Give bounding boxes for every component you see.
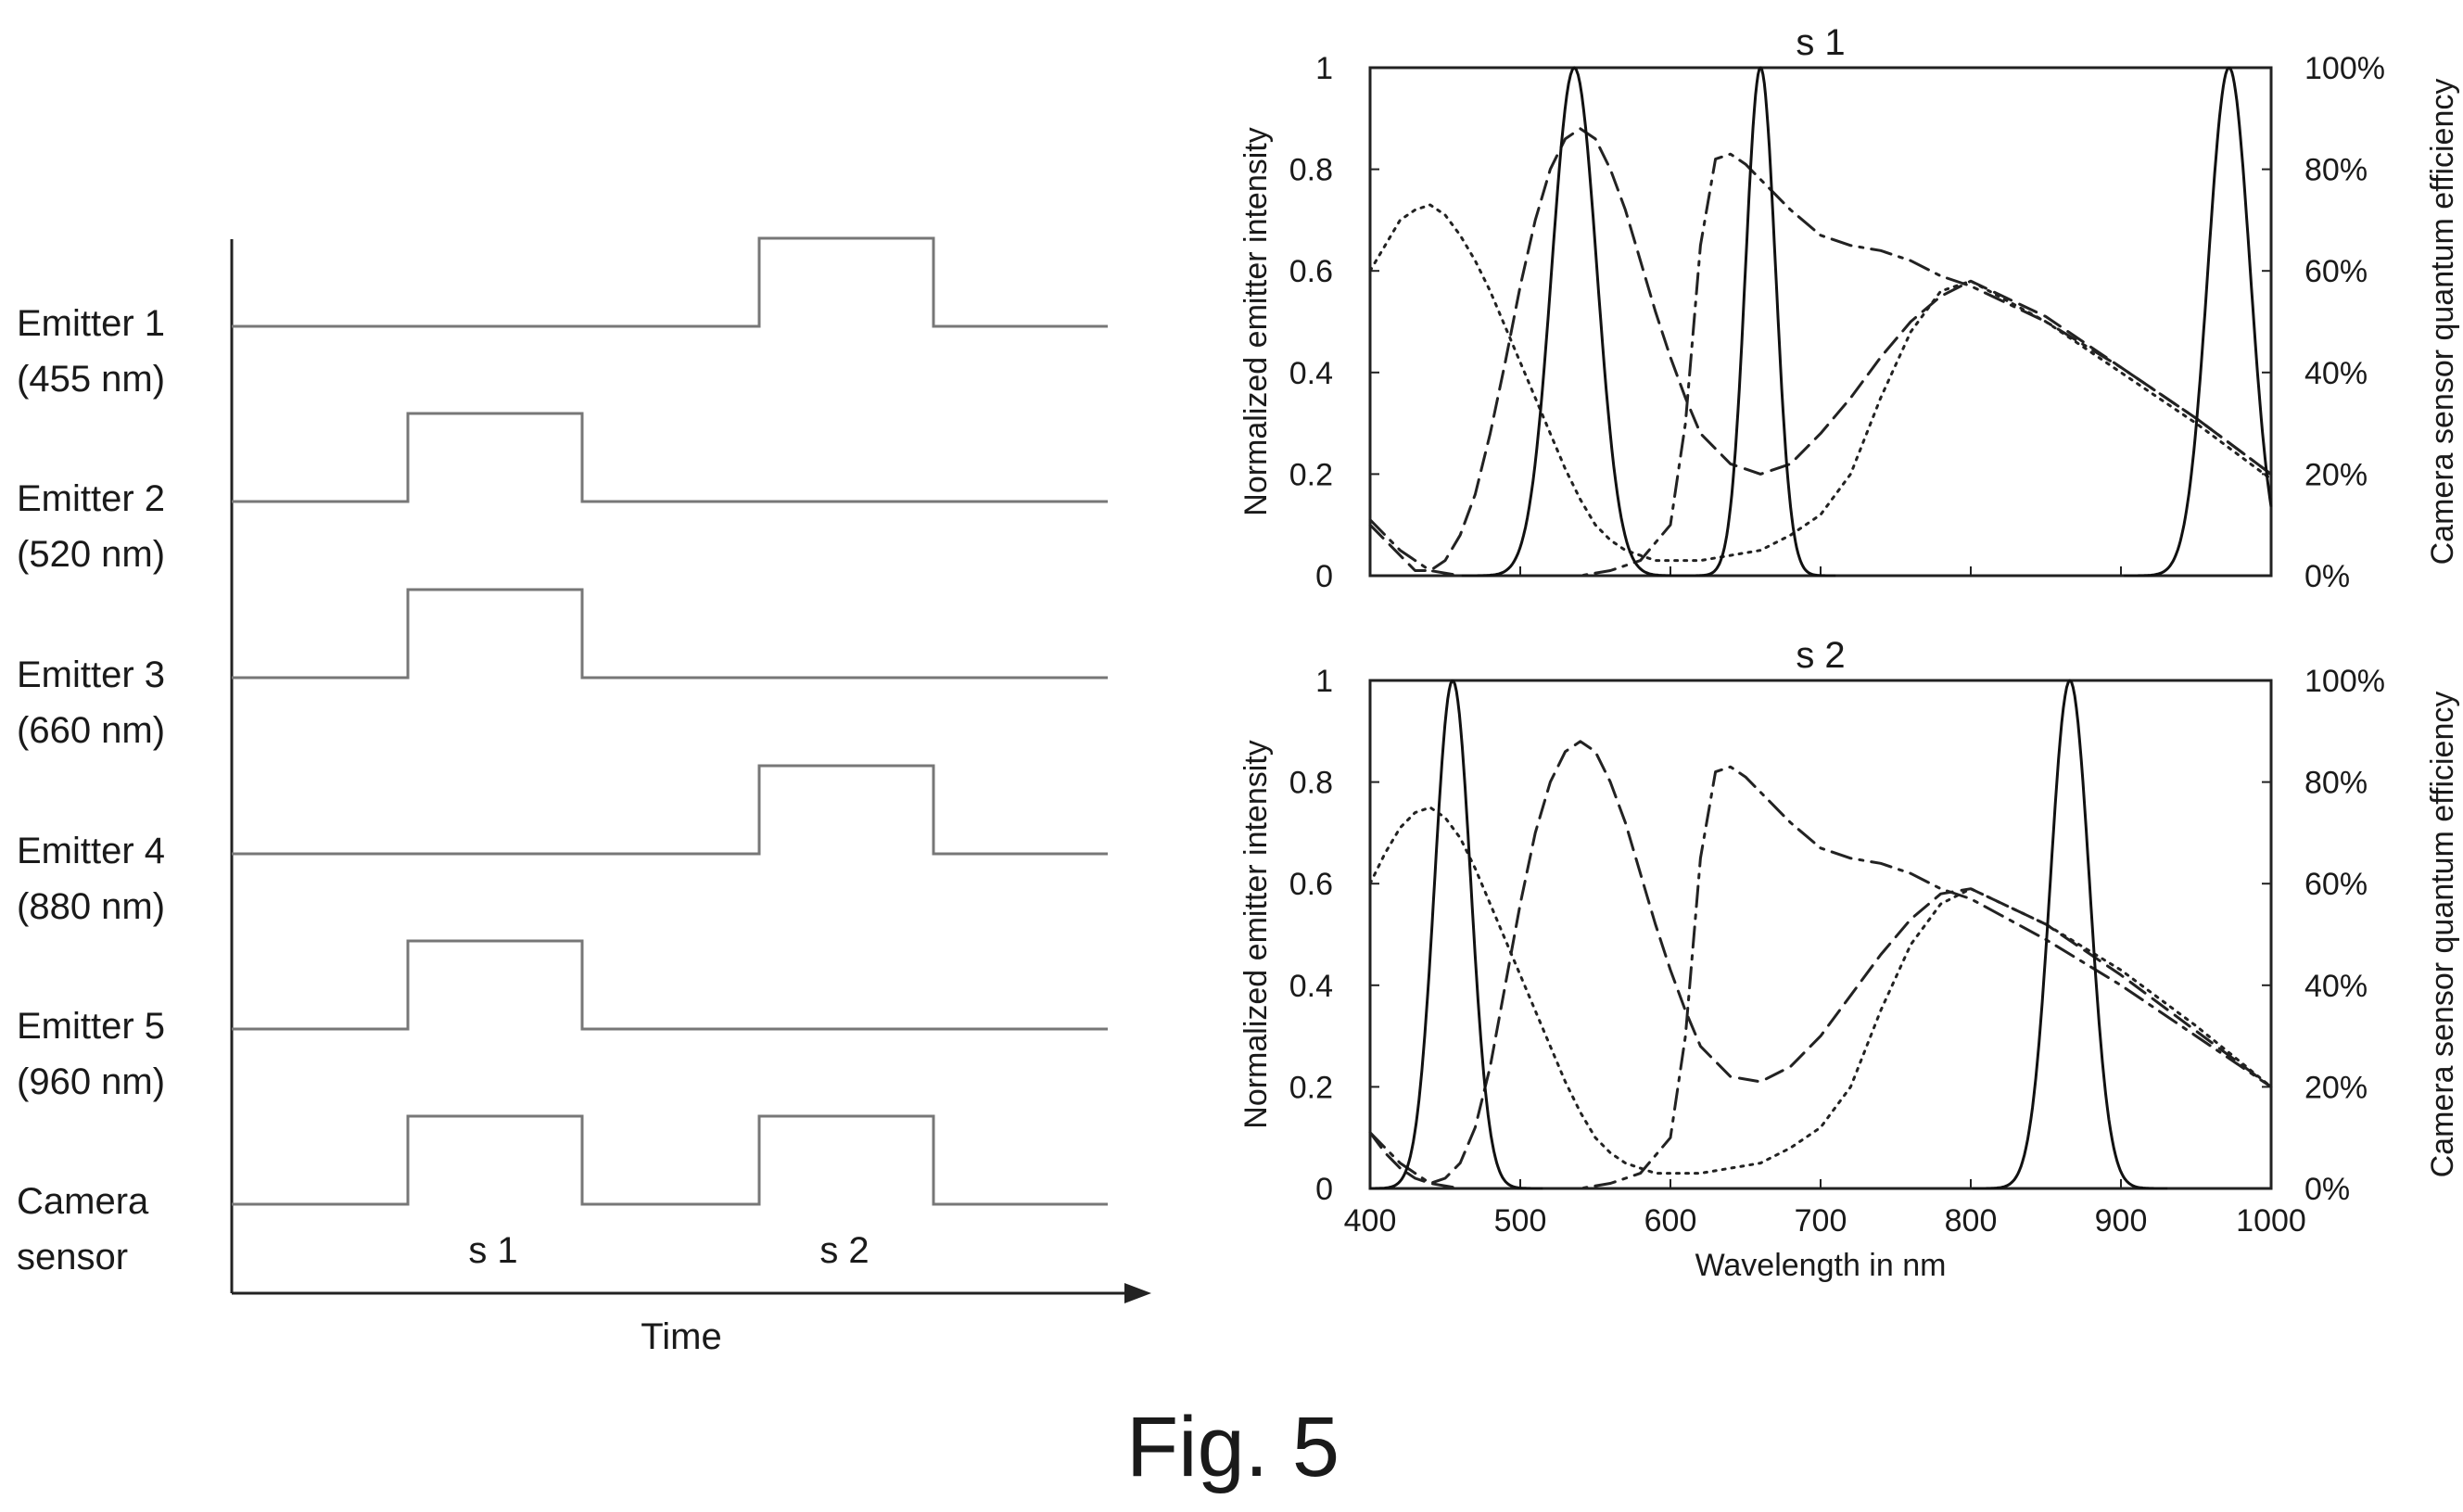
emitter-peak [1972,679,2168,1190]
time-axis-label: Time [641,1316,721,1357]
timing-rows: Emitter 1 (455 nm) Emitter 2 (520 nm) Emitte… [17,236,1108,1277]
x-tick-label: 900 [2095,1203,2148,1239]
row-label-line2: (880 nm) [17,886,165,927]
row-label-line1: Emitter 4 [17,831,165,871]
sensor-curve-dashdot [1368,765,2273,1190]
row-label-line2: (520 nm) [17,534,165,575]
y-tick-label: 0.8 [1289,153,1333,188]
y-tick-label: 1 [1315,664,1333,699]
spectrum-plot-s1: s 1 0 0.2 0.4 0.6 0.8 1 0% 20% 40% 60% 80% 100% Norma… [1238,22,2460,594]
row-label-line2: (660 nm) [17,710,165,751]
y-tick-label: 0.8 [1289,766,1333,801]
emitter-peak [1685,66,1836,578]
y-axis-title: Normalized emitter intensity [1238,740,1274,1128]
y2-tick-label: 40% [2304,356,2368,391]
y2-tick-label: 100% [2304,51,2385,86]
row-label-line2: (455 nm) [17,359,165,400]
y-tick-label: 0.6 [1289,254,1333,289]
emitter-peak [1370,679,1543,1190]
y2-tick-label: 0% [2304,559,2350,594]
time-axis-arrowhead [1124,1283,1151,1303]
signal-trace [232,939,1108,1031]
sensor-curve-dotted [1368,806,2273,1175]
x-tick-label: 800 [1945,1203,1998,1239]
y-tick-label: 0.6 [1289,867,1333,902]
y-tick-label: 1 [1315,51,1333,86]
y-tick-label: 0 [1315,1172,1333,1207]
row-label-line1: Emitter 2 [17,478,165,519]
sensor-curve-dashdot [1368,152,2273,578]
y-tick-label: 0.4 [1289,356,1333,391]
plot-frame [1368,66,2273,578]
y2-tick-label: 40% [2304,969,2368,1004]
y2-tick-label: 60% [2304,867,2368,902]
signal-trace [232,236,1108,328]
emitter-peak [2124,66,2273,578]
x-tick-label: 700 [1795,1203,1847,1239]
plot-title: s 2 [1796,635,1845,676]
y-tick-label: 0.4 [1289,969,1333,1004]
plot-title: s 1 [1796,22,1845,63]
y-axis-title: Normalized emitter intensity [1238,127,1274,515]
x-tick-label: 500 [1494,1203,1547,1239]
signal-trace [232,1114,1108,1206]
x-tick-label: 400 [1344,1203,1397,1239]
plot-frame [1368,679,2273,1190]
signal-trace [232,588,1108,680]
row-label-line2: sensor [17,1237,128,1277]
slot-label-s2: s 2 [819,1230,869,1271]
y-tick-label: 0 [1315,559,1333,594]
y-tick-label: 0.2 [1289,1070,1333,1105]
y2-tick-label: 80% [2304,153,2368,188]
y2-axis-title: Camera sensor quantum efficiency [2425,692,2460,1178]
row-label-line1: Camera [17,1181,149,1222]
sensor-curve-dotted [1368,203,2273,563]
x-tick-label: 600 [1644,1203,1697,1239]
y2-axis-title: Camera sensor quantum efficiency [2425,79,2460,565]
sensor-curve-dashed [1368,127,2273,572]
y-tick-label: 0.2 [1289,457,1333,492]
emitter-peak [1461,66,1687,578]
signal-trace [232,412,1108,503]
y2-tick-label: 20% [2304,1070,2368,1105]
slot-label-s1: s 1 [468,1230,517,1271]
y2-tick-label: 80% [2304,766,2368,801]
y2-tick-label: 100% [2304,664,2385,699]
row-label-line1: Emitter 1 [17,303,165,344]
sensor-curve-dashed [1368,740,2273,1185]
row-label-line1: Emitter 3 [17,654,165,695]
y2-tick-label: 20% [2304,457,2368,492]
x-axis-title: Wavelength in nm [1695,1248,1947,1283]
figure-label: Fig. 5 [1126,1400,1339,1494]
row-label-line1: Emitter 5 [17,1006,165,1047]
row-label-line2: (960 nm) [17,1061,165,1102]
signal-trace [232,764,1108,856]
y2-tick-label: 60% [2304,254,2368,289]
x-tick-label: 1000 [2236,1203,2306,1239]
y2-tick-label: 0% [2304,1172,2350,1207]
timing-diagram: Emitter 1 (455 nm) Emitter 2 (520 nm) Emitte… [17,236,1151,1357]
